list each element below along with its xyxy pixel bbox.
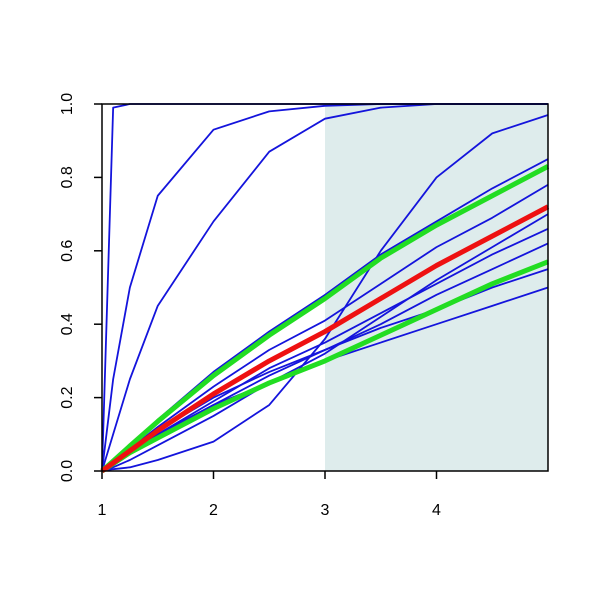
- y-tick-label: 0.4: [59, 313, 76, 335]
- y-tick-label: 0.8: [59, 166, 76, 188]
- x-tick-label: 2: [209, 502, 218, 519]
- series-line: [100, 204, 550, 474]
- y-tick-label: 0.6: [59, 240, 76, 262]
- y-tick-label: 1.0: [59, 93, 76, 115]
- x-tick-label: 3: [321, 502, 330, 519]
- x-tick-label: 4: [432, 502, 441, 519]
- x-tick-label: 1: [98, 502, 107, 519]
- y-tick-label: 0.2: [59, 386, 76, 408]
- shaded-region: [325, 104, 548, 471]
- series-line: [101, 114, 549, 472]
- y-tick-label: 0.0: [59, 460, 76, 482]
- series-line: [100, 164, 550, 473]
